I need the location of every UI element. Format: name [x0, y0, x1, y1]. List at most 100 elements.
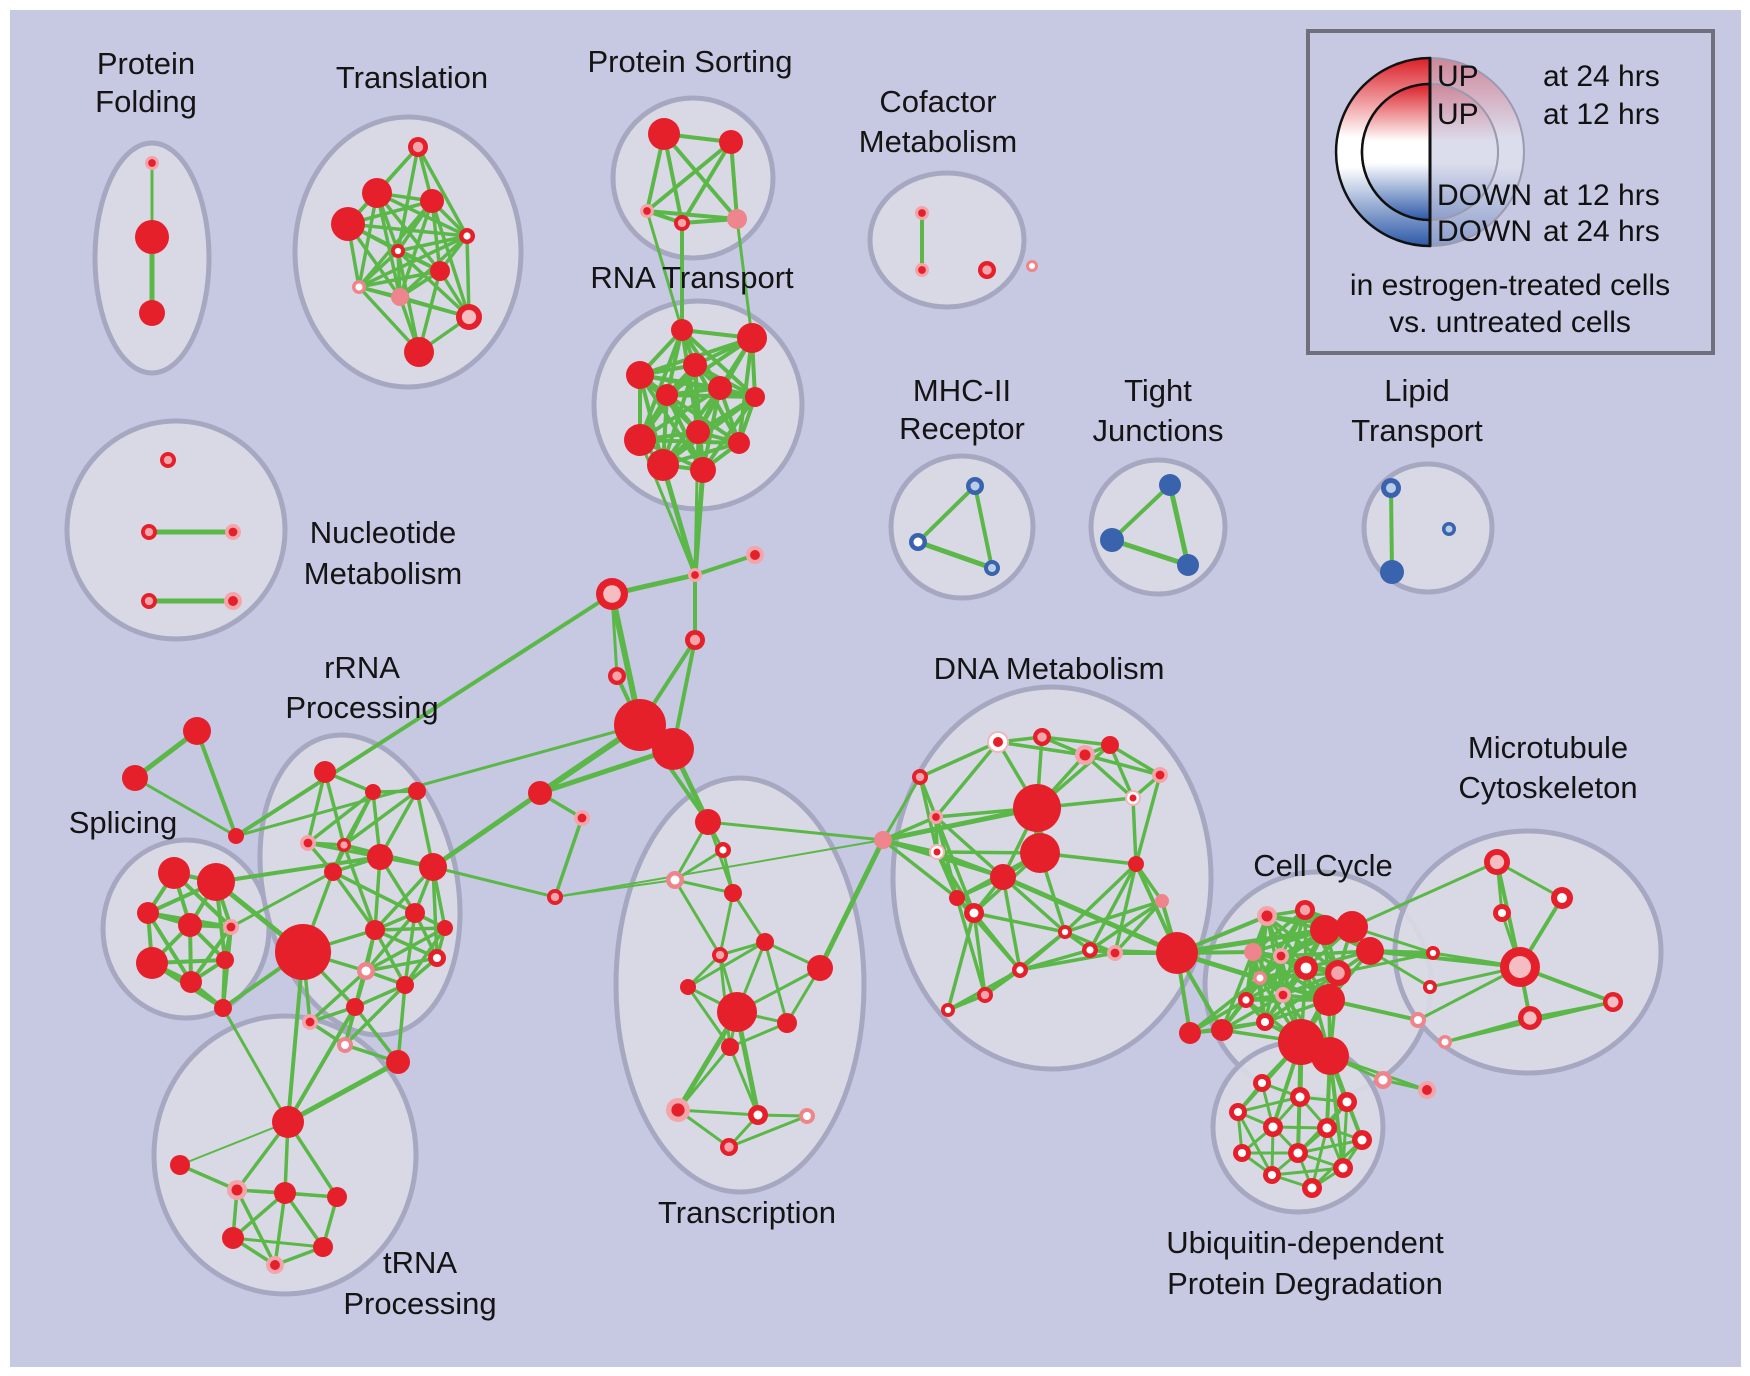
node-cc16 — [1211, 1019, 1233, 1041]
node-ub3 — [1229, 1103, 1247, 1121]
node-ub2 — [1337, 1092, 1357, 1112]
edge — [1310, 1126, 1329, 1190]
edge — [880, 805, 1040, 843]
edge — [331, 870, 377, 932]
edge — [673, 878, 735, 895]
edge — [1063, 862, 1138, 934]
node-dm0 — [987, 731, 1009, 753]
legend-time-label: at 24 hrs — [1543, 60, 1660, 93]
node-sg1 — [122, 765, 148, 791]
edge — [373, 926, 447, 932]
node-sp6 — [180, 971, 202, 993]
node-mh2 — [984, 560, 1000, 576]
node-dm19 — [1156, 932, 1198, 974]
node-dm20 — [1082, 942, 1098, 958]
node-mt9 — [1438, 1035, 1452, 1049]
edge — [1083, 753, 1162, 777]
node-tx1 — [715, 842, 731, 858]
edge — [673, 848, 725, 882]
node-ch6 — [652, 728, 694, 770]
edge — [645, 140, 733, 213]
node-tr0 — [408, 137, 428, 157]
node-dm4 — [929, 810, 943, 824]
cluster-ellipse-tj — [1088, 457, 1228, 597]
edge — [364, 911, 417, 973]
node-mh1 — [909, 533, 927, 551]
cluster-label-mt: Microtubule Cytoskeleton — [1458, 730, 1637, 805]
edge — [1251, 908, 1307, 954]
node-dm7 — [949, 890, 965, 906]
edge — [1108, 743, 1162, 777]
node-nm1 — [141, 524, 157, 540]
node-rt7 — [624, 424, 656, 456]
node-sp2 — [137, 902, 159, 924]
node-sp3 — [178, 913, 202, 937]
edge — [416, 145, 469, 238]
node-mh0 — [966, 477, 984, 495]
edge — [972, 911, 987, 997]
edge — [638, 373, 705, 472]
legend-ring-faded — [1429, 56, 1525, 248]
edge — [1220, 950, 1255, 1032]
node-ub5 — [1317, 1118, 1337, 1138]
node-sp8 — [214, 999, 232, 1017]
cluster-label-tx: Transcription — [658, 1195, 836, 1230]
cluster-ellipse-mh — [888, 453, 1036, 601]
node-tr2 — [420, 189, 444, 213]
edge — [234, 592, 614, 838]
edge — [1270, 1166, 1345, 1177]
node-mt10 — [1374, 1071, 1392, 1089]
edge — [1113, 899, 1164, 955]
node-rr12 — [428, 949, 446, 967]
node-tx10 — [721, 1038, 739, 1056]
edge — [342, 843, 377, 932]
node-rt5 — [708, 376, 732, 400]
legend-direction-label: UP — [1437, 60, 1479, 93]
node-tx9 — [777, 1013, 797, 1033]
node-ub1 — [1290, 1087, 1310, 1107]
edge — [396, 234, 469, 253]
node-tj0 — [1159, 474, 1181, 496]
edge — [375, 191, 442, 273]
edge — [331, 870, 417, 915]
node-rr18 — [386, 1050, 410, 1074]
node-cc6 — [1273, 948, 1289, 964]
edge — [686, 940, 767, 989]
node-tr3 — [331, 207, 365, 241]
node-dm5 — [874, 831, 892, 849]
edge — [916, 484, 977, 544]
node-rr1 — [365, 784, 381, 800]
edge — [934, 815, 1005, 879]
node-cm2 — [978, 261, 996, 279]
node-dm8 — [964, 903, 984, 923]
cluster-ellipse-dm — [890, 684, 1214, 1072]
node-ub8 — [1288, 1143, 1308, 1163]
edge — [973, 484, 994, 570]
edge — [1350, 860, 1499, 929]
edge — [537, 746, 676, 796]
node-rt6 — [745, 387, 765, 407]
edge — [431, 865, 557, 899]
edge — [676, 1108, 760, 1117]
node-rt11 — [690, 457, 716, 483]
edge — [1088, 899, 1164, 952]
node-tx7 — [680, 979, 696, 995]
edge — [308, 969, 368, 1024]
edge — [231, 1191, 287, 1240]
node-rr4 — [337, 838, 351, 852]
edge — [935, 850, 976, 915]
cluster-label-tn: tRNA Processing — [343, 1245, 496, 1321]
node-lp2 — [1380, 560, 1404, 584]
edge — [693, 553, 757, 577]
node-dm10 — [1013, 784, 1061, 832]
node-rt10 — [647, 449, 679, 481]
node-mt3 — [1500, 947, 1540, 987]
edge — [323, 770, 346, 847]
cluster-label-lp: Lipid Transport — [1351, 373, 1483, 448]
edge — [918, 740, 1000, 779]
edge — [1296, 1138, 1364, 1155]
node-tr9 — [456, 304, 482, 330]
edge — [373, 865, 435, 932]
edge — [1018, 948, 1092, 972]
node-tx11 — [666, 1098, 690, 1122]
